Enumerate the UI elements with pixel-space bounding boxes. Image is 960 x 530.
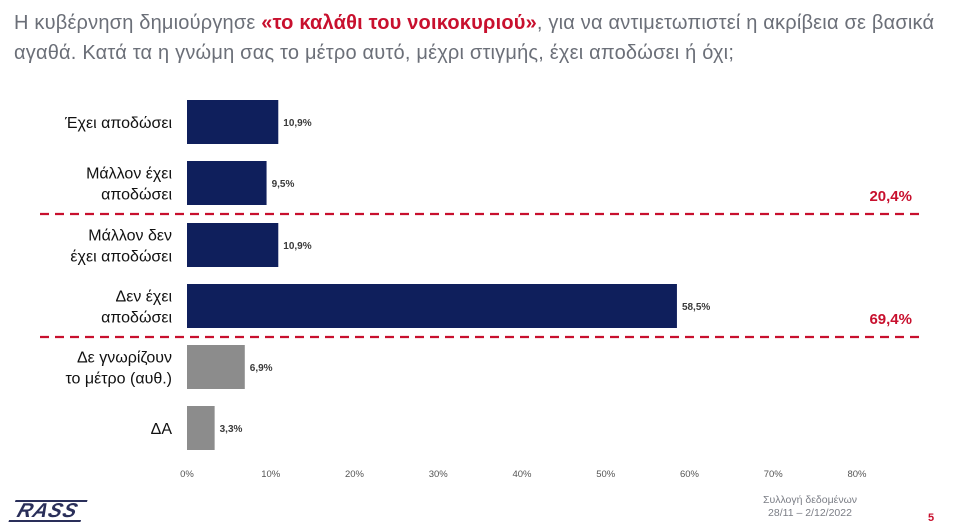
x-tick-label-6: 60%	[680, 469, 700, 480]
category-label-4-0: Δε γνωρίζουν	[77, 350, 172, 367]
x-tick-label-3: 30%	[429, 469, 449, 480]
category-label-1-1: αποδώσει	[101, 187, 172, 204]
value-label-0: 10,9%	[283, 118, 311, 129]
x-tick-label-2: 20%	[345, 469, 365, 480]
value-label-5: 3,3%	[220, 424, 243, 435]
bar-chart: 10,9% Έχει αποδώσει 9,5% Μάλλον έχει αποδώσε…	[40, 100, 920, 480]
data-collection-info: Συλλογή δεδομένων 28/11 – 2/12/2022	[700, 494, 920, 520]
category-label-1-0: Μάλλον έχει	[86, 166, 172, 183]
page-number: 5	[928, 512, 935, 524]
category-label-3-1: αποδώσει	[101, 310, 172, 327]
bar-1	[187, 161, 267, 205]
bar-4	[187, 345, 245, 389]
category-label-2-0: Μάλλον δεν	[88, 228, 172, 245]
x-tick-label-7: 70%	[764, 469, 784, 480]
value-label-1: 9,5%	[272, 179, 295, 190]
question-part2: , για να αντιμετωπιστεί η ακρίβεια σε βα…	[14, 12, 935, 64]
category-label-4-1: το μέτρο (αυθ.)	[65, 371, 172, 388]
rass-logo: RASS	[8, 500, 88, 523]
value-label-2: 10,9%	[283, 241, 311, 252]
group-total-0: 20,4%	[869, 188, 912, 205]
group-total-1: 69,4%	[869, 311, 912, 328]
category-label-0-0: Έχει αποδώσει	[64, 115, 172, 132]
bar-5	[187, 406, 215, 450]
x-tick-label-0: 0%	[180, 469, 194, 480]
x-tick-label-1: 10%	[261, 469, 281, 480]
category-label-2-1: έχει αποδώσει	[70, 249, 172, 266]
question-highlight: «το καλάθι του νοικοκυριού»	[261, 12, 537, 34]
question-text: Η κυβέρνηση δημιούργησε «το καλάθι του ν…	[14, 8, 950, 68]
x-tick-label-8: 80%	[847, 469, 867, 480]
category-label-5-0: ΔΑ	[151, 421, 173, 438]
collection-label: Συλλογή δεδομένων	[762, 494, 858, 506]
x-tick-label-5: 50%	[596, 469, 616, 480]
bar-2	[187, 223, 279, 267]
collection-dates: 28/11 – 2/12/2022	[768, 507, 852, 519]
value-label-4: 6,9%	[250, 363, 273, 374]
bar-0	[187, 100, 279, 144]
bar-3	[187, 284, 677, 328]
x-tick-label-4: 40%	[512, 469, 532, 480]
category-label-3-0: Δεν έχει	[116, 289, 173, 306]
value-label-3: 58,5%	[682, 302, 710, 313]
question-part1: Η κυβέρνηση δημιούργησε	[14, 12, 262, 34]
